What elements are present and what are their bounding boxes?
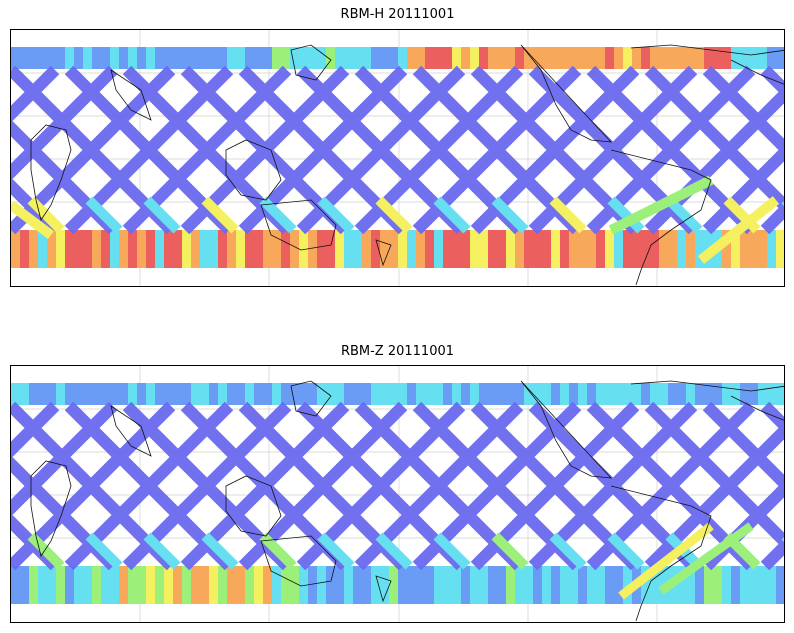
polar-bands bbox=[11, 383, 784, 604]
swath-tints bbox=[11, 175, 784, 264]
map-canvas-rbm-z bbox=[11, 366, 784, 622]
swath-map-rbm-h bbox=[10, 29, 785, 287]
panel-title-rbm-z: RBM-Z 20111001 bbox=[340, 344, 455, 359]
coastlines bbox=[30, 380, 784, 622]
polar-bands bbox=[11, 47, 784, 268]
swath-tints bbox=[27, 522, 784, 600]
panel-title-rbm-h: RBM-H 20111001 bbox=[340, 7, 455, 22]
map-canvas-rbm-h bbox=[11, 30, 784, 286]
coastlines bbox=[30, 44, 784, 286]
swath-map-rbm-z bbox=[10, 365, 785, 623]
